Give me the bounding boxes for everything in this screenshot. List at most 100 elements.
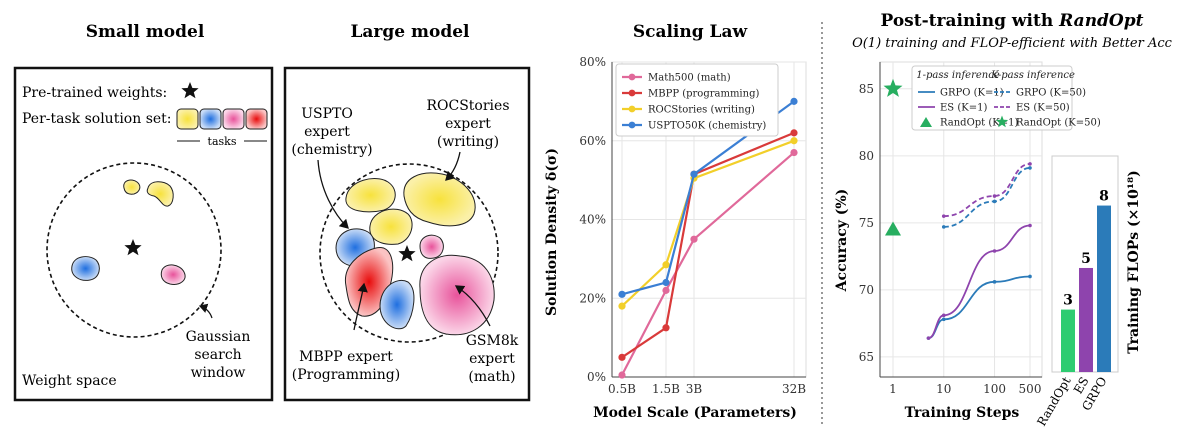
per-task-solution-label: Per-task solution set: xyxy=(22,111,172,127)
small-model-title: Small model xyxy=(86,22,205,42)
solution-blob-yellow-left xyxy=(345,178,396,213)
scaling-legend-label: ROCStories (writing) xyxy=(648,105,755,116)
rocstories-label-2: expert xyxy=(445,116,491,132)
post-legend-triangle xyxy=(920,117,932,127)
flops-bar xyxy=(1079,267,1093,372)
post-y-tick-label: 85 xyxy=(859,82,874,96)
scaling-y-tick-label: 80% xyxy=(579,55,606,69)
legend-heading-kpass: K-pass inference xyxy=(990,70,1075,81)
scaling-legend-marker xyxy=(628,73,636,81)
flops-bar xyxy=(1097,205,1111,372)
post-data-point xyxy=(941,313,946,318)
small-model-frame xyxy=(13,66,274,402)
post-y-tick-label: 70 xyxy=(859,283,874,297)
scaling-legend-marker xyxy=(628,121,636,129)
scaling-series-line xyxy=(621,151,795,376)
scaling-data-point xyxy=(790,129,798,137)
post-x-tick-label: 1 xyxy=(889,382,897,396)
solution-blob-yellow-medium xyxy=(146,181,174,207)
task-swatch-yellow xyxy=(176,108,199,130)
large-model-frame xyxy=(283,66,531,402)
rocstories-label-1: ROCStories xyxy=(426,98,509,114)
scaling-x-tick-label: 0.5B xyxy=(608,382,636,396)
scaling-x-tick-label: 3B xyxy=(686,382,703,396)
randopt-triangle-marker xyxy=(885,221,901,236)
post-x-tick-label: 100 xyxy=(983,382,1006,396)
scaling-data-point xyxy=(662,261,670,269)
post-data-point xyxy=(992,199,997,204)
post-legend-label: RandOpt (K=50) xyxy=(1016,118,1101,129)
uspto-label-2: expert xyxy=(304,124,350,140)
scaling-data-point xyxy=(618,290,626,298)
flops-value-label: 8 xyxy=(1099,189,1109,205)
large-model-panel: Large model USPTO expert (chemistry) ROC… xyxy=(283,22,531,402)
large-model-title: Large model xyxy=(350,22,470,42)
scaling-data-point xyxy=(618,353,626,361)
flops-value-label: 5 xyxy=(1081,251,1091,267)
scaling-data-point xyxy=(690,235,698,243)
post-data-point xyxy=(992,280,997,284)
scaling-y-tick-label: 60% xyxy=(579,134,606,148)
weight-space-label: Weight space xyxy=(22,373,117,389)
post-legend-label: RandOpt (K=1) xyxy=(940,118,1018,129)
post-training-subtitle: O(1) training and FLOP-efficient with Be… xyxy=(852,36,1173,51)
randopt-star-marker xyxy=(883,78,903,97)
scaling-series-line xyxy=(621,131,795,359)
mbpp-label-1: MBPP expert xyxy=(299,349,393,365)
legend-heading-1pass: 1-pass inference xyxy=(916,70,1000,81)
uspto-label-3: (chemistry) xyxy=(291,142,372,158)
post-data-point xyxy=(1028,166,1032,170)
post-data-point xyxy=(941,225,946,229)
scaling-y-tick-label: 20% xyxy=(579,291,606,305)
gsm8k-label-2: expert xyxy=(469,351,515,367)
uspto-label-1: USPTO xyxy=(301,106,353,122)
pretrained-weights-label: Pre-trained weights: xyxy=(22,85,167,101)
post-y-tick-label: 80 xyxy=(859,149,874,163)
post-series-line xyxy=(943,163,1031,217)
scaling-data-point xyxy=(690,170,698,178)
rocstories-label-3: (writing) xyxy=(437,134,499,150)
task-swatch-pink xyxy=(222,108,245,130)
post-legend-star xyxy=(995,115,1009,128)
solution-blob-pink-large xyxy=(419,254,495,336)
search-window-label-3: window xyxy=(191,365,246,381)
scaling-data-point xyxy=(790,137,798,145)
post-data-point xyxy=(1028,162,1032,166)
scaling-data-point xyxy=(618,302,626,310)
solution-blob-blue-small xyxy=(71,256,100,281)
post-training-title: Post-training with RandOpt xyxy=(881,11,1144,31)
search-window-label-1: Gaussian xyxy=(186,329,251,345)
scaling-legend-marker xyxy=(628,105,636,113)
star-icon xyxy=(181,82,199,99)
scaling-data-point xyxy=(662,286,670,294)
scaling-series-line xyxy=(621,139,795,307)
scaling-law-title: Scaling Law xyxy=(633,22,748,42)
post-data-point xyxy=(941,317,946,322)
flops-bar xyxy=(1061,309,1075,372)
star-icon xyxy=(124,239,142,256)
solution-blob-yellow-mid xyxy=(369,208,413,245)
post-legend-label: GRPO (K=50) xyxy=(1016,88,1086,99)
post-y-tick-label: 65 xyxy=(859,350,874,364)
post-data-point xyxy=(1028,274,1032,279)
scaling-data-point xyxy=(618,371,626,379)
post-training-ylabel: Accuracy (%) xyxy=(834,189,850,293)
post-y-tick-label: 75 xyxy=(859,216,874,230)
star-icon xyxy=(398,245,416,262)
solution-blob-pink-small xyxy=(419,234,444,259)
post-data-point xyxy=(941,214,946,218)
task-swatch-red xyxy=(245,108,268,130)
post-data-point xyxy=(992,249,997,253)
post-x-tick-label: 10 xyxy=(936,382,951,396)
scaling-legend-label: USPTO50K (chemistry) xyxy=(648,121,766,132)
scaling-y-tick-label: 40% xyxy=(579,213,606,227)
tasks-label: tasks xyxy=(208,135,237,148)
post-legend-box xyxy=(911,65,1073,131)
training-flops-ylabel: Training FLOPs (×10¹⁸) xyxy=(1126,170,1142,354)
post-data-point xyxy=(1028,223,1032,228)
flops-value-label: 3 xyxy=(1063,293,1073,309)
post-data-point xyxy=(926,336,931,340)
scaling-legend-label: MBPP (programming) xyxy=(648,89,759,100)
